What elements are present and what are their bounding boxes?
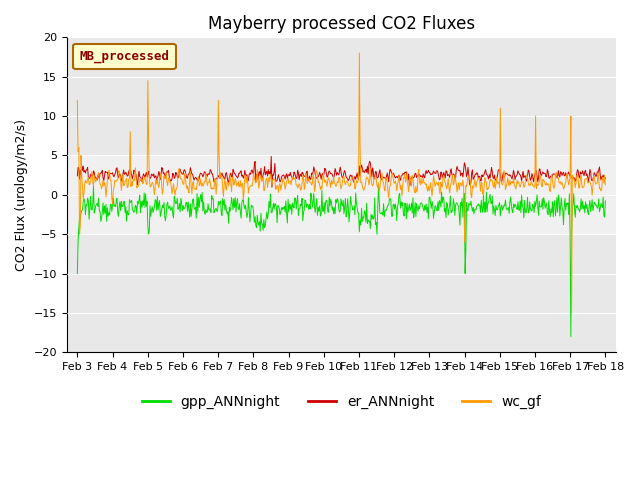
Legend: gpp_ANNnight, er_ANNnight, wc_gf: gpp_ANNnight, er_ANNnight, wc_gf: [136, 389, 547, 415]
Bar: [67, 156, 616, 234]
Y-axis label: CO2 Flux (urology/m2/s): CO2 Flux (urology/m2/s): [15, 119, 28, 271]
Title: Mayberry processed CO2 Fluxes: Mayberry processed CO2 Fluxes: [208, 15, 475, 33]
